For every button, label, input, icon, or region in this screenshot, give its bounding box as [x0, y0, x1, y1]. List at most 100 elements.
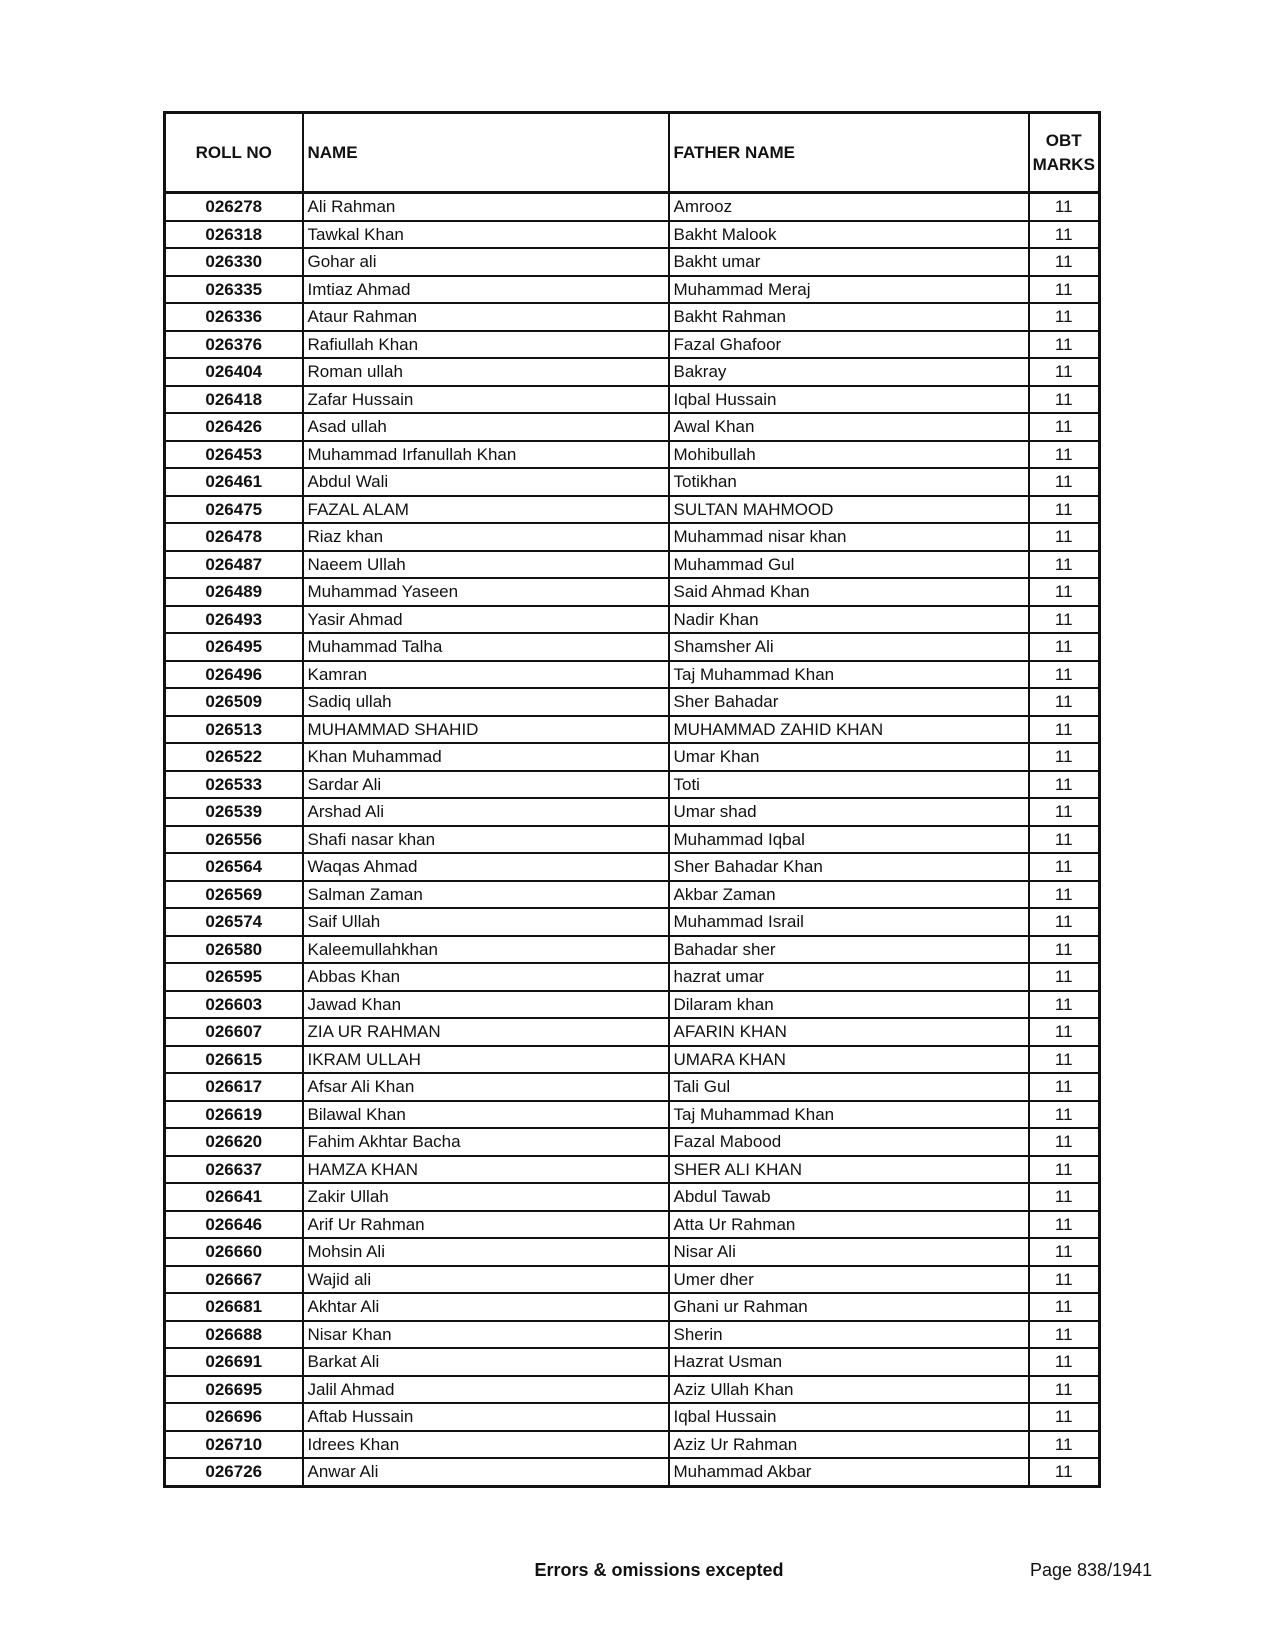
table-row: 026489 Muhammad Yaseen Said Ahmad Khan 11: [163, 577, 1101, 607]
name-cell: Muhammad Irfanullah Khan: [301, 439, 670, 469]
header-father-name: FATHER NAME: [667, 111, 1030, 194]
roll-no-cell: 026330: [163, 247, 304, 277]
table-row: 026603 Jawad Khan Dilaram khan 11: [163, 989, 1101, 1019]
father-name-cell: Muhammad Akbar: [667, 1457, 1030, 1487]
father-name-cell: Nadir Khan: [667, 604, 1030, 634]
roll-no-cell: 026489: [163, 577, 304, 607]
name-cell: Imtiaz Ahmad: [301, 274, 670, 304]
obt-marks-cell: 11: [1027, 1429, 1101, 1459]
obt-marks-cell: 11: [1027, 522, 1101, 552]
name-cell: Idrees Khan: [301, 1429, 670, 1459]
roll-no-cell: 026478: [163, 522, 304, 552]
roll-no-cell: 026607: [163, 1017, 304, 1047]
father-name-cell: Muhammad Israil: [667, 907, 1030, 937]
father-name-cell: MUHAMMAD ZAHID KHAN: [667, 714, 1030, 744]
obt-marks-cell: 11: [1027, 687, 1101, 717]
table-row: 026637 HAMZA KHAN SHER ALI KHAN 11: [163, 1154, 1101, 1184]
obt-marks-cell: 11: [1027, 742, 1101, 772]
table-row: 026617 Afsar Ali Khan Tali Gul 11: [163, 1072, 1101, 1102]
table-row: 026607 ZIA UR RAHMAN AFARIN KHAN 11: [163, 1017, 1101, 1047]
father-name-cell: Iqbal Hussain: [667, 1402, 1030, 1432]
table-row: 026595 Abbas Khan hazrat umar 11: [163, 962, 1101, 992]
obt-marks-cell: 11: [1027, 1099, 1101, 1129]
name-cell: MUHAMMAD SHAHID: [301, 714, 670, 744]
father-name-cell: Dilaram khan: [667, 989, 1030, 1019]
roll-no-cell: 026595: [163, 962, 304, 992]
table-row: 026620 Fahim Akhtar Bacha Fazal Mabood 11: [163, 1127, 1101, 1157]
obt-marks-cell: 11: [1027, 1319, 1101, 1349]
name-cell: Sardar Ali: [301, 769, 670, 799]
roll-no-cell: 026681: [163, 1292, 304, 1322]
roll-no-cell: 026574: [163, 907, 304, 937]
obt-marks-cell: 11: [1027, 219, 1101, 249]
name-cell: Shafi nasar khan: [301, 824, 670, 854]
name-cell: Anwar Ali: [301, 1457, 670, 1487]
roll-no-cell: 026418: [163, 384, 304, 414]
name-cell: Nisar Khan: [301, 1319, 670, 1349]
obt-marks-cell: 11: [1027, 1044, 1101, 1074]
father-name-cell: Taj Muhammad Khan: [667, 659, 1030, 689]
roll-no-cell: 026318: [163, 219, 304, 249]
table-row: 026533 Sardar Ali Toti 11: [163, 769, 1101, 799]
father-name-cell: Bakht Malook: [667, 219, 1030, 249]
roll-no-cell: 026637: [163, 1154, 304, 1184]
father-name-cell: hazrat umar: [667, 962, 1030, 992]
obt-marks-cell: 11: [1027, 989, 1101, 1019]
obt-marks-cell: 11: [1027, 934, 1101, 964]
table-row: 026539 Arshad Ali Umar shad 11: [163, 797, 1101, 827]
roll-no-cell: 026487: [163, 549, 304, 579]
obt-marks-cell: 11: [1027, 1017, 1101, 1047]
father-name-cell: Umar shad: [667, 797, 1030, 827]
father-name-cell: Bakray: [667, 357, 1030, 387]
father-name-cell: Muhammad Meraj: [667, 274, 1030, 304]
table-row: 026478 Riaz khan Muhammad nisar khan 11: [163, 522, 1101, 552]
father-name-cell: Muhammad nisar khan: [667, 522, 1030, 552]
table-row: 026641 Zakir Ullah Abdul Tawab 11: [163, 1182, 1101, 1212]
roll-no-cell: 026453: [163, 439, 304, 469]
obt-marks-cell: 11: [1027, 1237, 1101, 1267]
father-name-cell: Muhammad Gul: [667, 549, 1030, 579]
name-cell: Gohar ali: [301, 247, 670, 277]
errors-omissions-note: Errors & omissions excepted: [534, 1560, 784, 1580]
obt-marks-cell: 11: [1027, 1347, 1101, 1377]
table-row: 026496 Kamran Taj Muhammad Khan 11: [163, 659, 1101, 689]
obt-marks-cell: 11: [1027, 1402, 1101, 1432]
father-name-cell: SULTAN MAHMOOD: [667, 494, 1030, 524]
father-name-cell: Fazal Mabood: [667, 1127, 1030, 1157]
table-row: 026569 Salman Zaman Akbar Zaman 11: [163, 879, 1101, 909]
table-row: 026615 IKRAM ULLAH UMARA KHAN 11: [163, 1044, 1101, 1074]
table-row: 026695 Jalil Ahmad Aziz Ullah Khan 11: [163, 1374, 1101, 1404]
obt-marks-cell: 11: [1027, 632, 1101, 662]
table-row: 026710 Idrees Khan Aziz Ur Rahman 11: [163, 1429, 1101, 1459]
father-name-cell: Sher Bahadar: [667, 687, 1030, 717]
table-row: 026376 Rafiullah Khan Fazal Ghafoor 11: [163, 329, 1101, 359]
obt-marks-cell: 11: [1027, 604, 1101, 634]
obt-marks-cell: 11: [1027, 879, 1101, 909]
roll-no-cell: 026617: [163, 1072, 304, 1102]
table-row: 026330 Gohar ali Bakht umar 11: [163, 247, 1101, 277]
roll-no-cell: 026696: [163, 1402, 304, 1432]
obt-marks-cell: 11: [1027, 962, 1101, 992]
table-row: 026726 Anwar Ali Muhammad Akbar 11: [163, 1457, 1101, 1487]
father-name-cell: Abdul Tawab: [667, 1182, 1030, 1212]
name-cell: FAZAL ALAM: [301, 494, 670, 524]
name-cell: Arif Ur Rahman: [301, 1209, 670, 1239]
father-name-cell: Iqbal Hussain: [667, 384, 1030, 414]
obt-marks-cell: 11: [1027, 1154, 1101, 1184]
father-name-cell: AFARIN KHAN: [667, 1017, 1030, 1047]
table-row: 026696 Aftab Hussain Iqbal Hussain 11: [163, 1402, 1101, 1432]
name-cell: Waqas Ahmad: [301, 852, 670, 882]
obt-marks-cell: 11: [1027, 659, 1101, 689]
header-roll-no: ROLL NO: [163, 111, 304, 194]
roll-no-cell: 026619: [163, 1099, 304, 1129]
name-cell: ZIA UR RAHMAN: [301, 1017, 670, 1047]
roll-no-cell: 026603: [163, 989, 304, 1019]
obt-marks-cell: 11: [1027, 1374, 1101, 1404]
name-cell: Kamran: [301, 659, 670, 689]
father-name-cell: Umer dher: [667, 1264, 1030, 1294]
obt-marks-cell: 11: [1027, 824, 1101, 854]
father-name-cell: Bakht umar: [667, 247, 1030, 277]
name-cell: Kaleemullahkhan: [301, 934, 670, 964]
table-row: 026335 Imtiaz Ahmad Muhammad Meraj 11: [163, 274, 1101, 304]
father-name-cell: Said Ahmad Khan: [667, 577, 1030, 607]
